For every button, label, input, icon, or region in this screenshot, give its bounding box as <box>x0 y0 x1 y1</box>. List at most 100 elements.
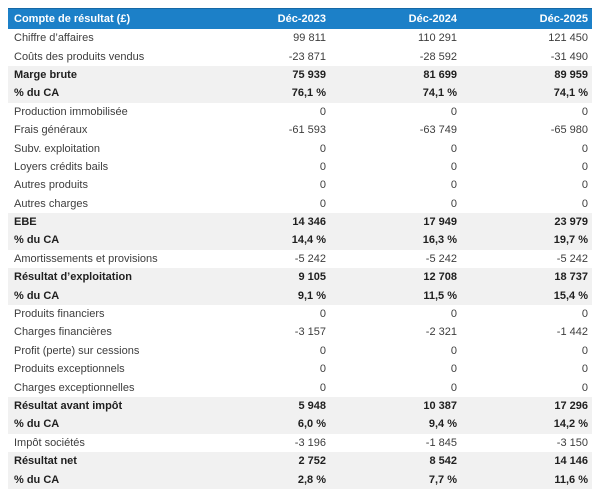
value-dec-2025: 0 <box>581 197 588 210</box>
row-label: Coûts des produits vendus <box>14 50 145 63</box>
value-dec-2023: 75 939 <box>292 68 326 81</box>
value-dec-2023: -3 157 <box>294 326 326 339</box>
row-label: Produits financiers <box>14 308 105 321</box>
table-row: EBE 14 346 17 949 23 979 <box>8 212 592 232</box>
column-header-dec-2025: Déc-2025 <box>539 13 588 25</box>
value-dec-2025: -1 442 <box>556 326 588 339</box>
value-dec-2023: 6,0 % <box>297 418 326 431</box>
value-dec-2024: 12 708 <box>423 271 457 284</box>
row-label: % du CA <box>14 418 60 431</box>
value-dec-2025: 19,7 % <box>553 234 588 247</box>
table-row: % du CA 6,0 % 9,4 % 14,2 % <box>8 415 592 434</box>
value-dec-2024: -28 592 <box>419 50 457 63</box>
value-dec-2024: -63 749 <box>419 124 457 137</box>
value-dec-2023: 0 <box>319 344 326 357</box>
table-row: % du CA 2,8 % 7,7 % 11,6 % <box>8 470 592 489</box>
value-dec-2023: 2,8 % <box>297 473 326 486</box>
value-dec-2025: 0 <box>581 308 588 321</box>
row-label: Impôt sociétés <box>14 436 85 449</box>
table-row: Subv. exploitation 0 0 0 <box>8 139 592 158</box>
table-row: Produits exceptionnels 0 0 0 <box>8 360 592 379</box>
table-row: Charges exceptionnelles 0 0 0 <box>8 378 592 397</box>
value-dec-2024: 0 <box>450 381 457 394</box>
value-dec-2023: -23 871 <box>288 50 326 63</box>
table-row: Amortissements et provisions -5 242 -5 2… <box>8 249 592 269</box>
value-dec-2024: 81 699 <box>423 68 457 81</box>
row-label: % du CA <box>14 234 60 247</box>
table-row: Marge brute 75 939 81 699 89 959 <box>8 65 592 85</box>
row-label: Subv. exploitation <box>14 142 101 155</box>
table-title: Compte de résultat (£) <box>14 13 131 25</box>
value-dec-2023: 0 <box>319 381 326 394</box>
value-dec-2023: 2 752 <box>298 455 326 468</box>
value-dec-2024: 0 <box>450 142 457 155</box>
row-label: % du CA <box>14 87 60 100</box>
row-label: Frais généraux <box>14 124 88 137</box>
table-row: Chiffre d’affaires 99 811 110 291 121 45… <box>8 29 592 48</box>
value-dec-2025: 0 <box>581 381 588 394</box>
table-row: Production immobilisée 0 0 0 <box>8 102 592 121</box>
value-dec-2024: 0 <box>450 105 457 118</box>
value-dec-2024: 16,3 % <box>422 234 457 247</box>
value-dec-2023: 0 <box>319 105 326 118</box>
table-row: % du CA 76,1 % 74,1 % 74,1 % <box>8 84 592 103</box>
value-dec-2023: -3 196 <box>294 436 326 449</box>
value-dec-2024: 0 <box>450 160 457 173</box>
row-label: Charges exceptionnelles <box>14 381 135 394</box>
value-dec-2024: 17 949 <box>423 216 457 229</box>
table-row: Résultat net 2 752 8 542 14 146 <box>8 451 592 471</box>
table-row: Frais généraux -61 593 -63 749 -65 980 <box>8 120 592 140</box>
row-label: Chiffre d’affaires <box>14 32 94 45</box>
value-dec-2024: 0 <box>450 363 457 376</box>
value-dec-2025: -65 980 <box>550 124 588 137</box>
row-label: Marge brute <box>14 68 77 81</box>
row-label: Production immobilisée <box>14 105 128 118</box>
value-dec-2025: -5 242 <box>556 252 588 265</box>
table-row: Autres charges 0 0 0 <box>8 194 592 213</box>
value-dec-2024: 74,1 % <box>422 87 457 100</box>
value-dec-2024: 7,7 % <box>428 473 457 486</box>
row-label: Loyers crédits bails <box>14 160 109 173</box>
table-row: Profit (perte) sur cessions 0 0 0 <box>8 341 592 361</box>
table-row: Autres produits 0 0 0 <box>8 176 592 195</box>
table-row: Charges financières -3 157 -2 321 -1 442 <box>8 323 592 342</box>
value-dec-2023: 9 105 <box>298 271 326 284</box>
value-dec-2025: 89 959 <box>554 68 588 81</box>
value-dec-2024: -2 321 <box>425 326 457 339</box>
table-body: Chiffre d’affaires 99 811 110 291 121 45… <box>8 29 592 489</box>
table-row: Produits financiers 0 0 0 <box>8 304 592 324</box>
value-dec-2023: 9,1 % <box>297 289 326 302</box>
column-header-dec-2023: Déc-2023 <box>277 13 326 25</box>
table-row: Résultat avant impôt 5 948 10 387 17 296 <box>8 396 592 416</box>
value-dec-2023: 14,4 % <box>291 234 326 247</box>
row-label: % du CA <box>14 473 60 486</box>
row-label: Amortissements et provisions <box>14 252 158 265</box>
value-dec-2023: 0 <box>319 197 326 210</box>
table-row: Loyers crédits bails 0 0 0 <box>8 157 592 177</box>
value-dec-2024: 110 291 <box>418 32 457 45</box>
value-dec-2025: 17 296 <box>554 400 588 412</box>
row-label: Charges financières <box>14 326 112 339</box>
value-dec-2025: 0 <box>581 105 588 118</box>
value-dec-2025: -31 490 <box>550 50 588 63</box>
table-row: Résultat d’exploitation 9 105 12 708 18 … <box>8 268 592 287</box>
value-dec-2025: 23 979 <box>554 216 588 229</box>
value-dec-2025: 11,6 % <box>554 473 588 486</box>
value-dec-2023: 0 <box>319 142 326 155</box>
value-dec-2025: 121 450 <box>548 32 588 45</box>
value-dec-2025: 14,2 % <box>553 418 588 431</box>
value-dec-2025: -3 150 <box>556 436 588 449</box>
value-dec-2023: 0 <box>319 363 326 376</box>
value-dec-2025: 0 <box>581 179 588 192</box>
value-dec-2024: -5 242 <box>425 252 457 265</box>
row-label: Résultat d’exploitation <box>14 271 132 284</box>
value-dec-2023: 0 <box>319 308 326 321</box>
value-dec-2023: 99 811 <box>293 32 326 45</box>
column-header-dec-2024: Déc-2024 <box>408 13 457 25</box>
table-row: Impôt sociétés -3 196 -1 845 -3 150 <box>8 433 592 452</box>
value-dec-2023: -5 242 <box>294 252 326 265</box>
value-dec-2024: 11,5 % <box>423 289 457 302</box>
value-dec-2024: 9,4 % <box>428 418 457 431</box>
value-dec-2024: 10 387 <box>423 400 457 412</box>
row-label: Autres charges <box>14 197 88 210</box>
